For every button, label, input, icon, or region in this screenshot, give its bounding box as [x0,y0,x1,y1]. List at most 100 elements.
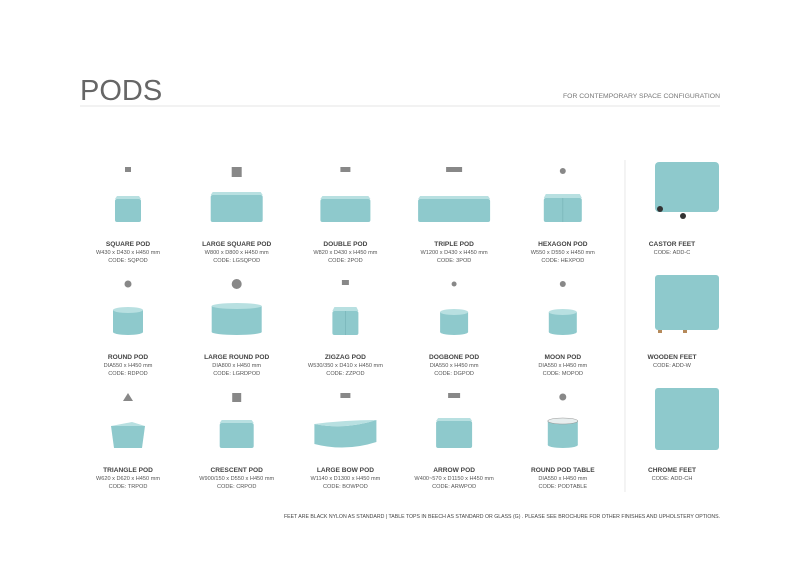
pod-top [211,303,262,309]
product-code: CODE: 2POD [328,258,363,264]
wooden-foot [658,330,662,333]
castor-wheel [657,206,663,212]
product: ZIGZAG POD W530/350 x D410 x H450 mm CODE:… [308,280,383,377]
pod-body [548,312,577,332]
product-dims: W400~570 x D1150 x H450 mm [414,476,494,482]
wooden-foot [683,330,687,333]
plan-icon [340,393,351,398]
product-dims: W620 x D620 x H450 mm [96,476,160,482]
product-code: CODE: MOPOD [543,371,583,377]
feet-name: CHROME FEET [648,467,696,474]
product-code: CODE: LGSQPOD [213,258,260,264]
feet-name: CASTOR FEET [649,241,695,248]
product-dims: W1200 x D430 x H450 mm [421,250,488,256]
pod-body [111,426,145,448]
product: LARGE SQUARE POD W800 x D800 x H450 mm COD… [202,167,272,264]
pod-body [314,420,377,448]
pod-top [548,309,577,315]
product: CRESCENT POD W900/150 x D550 x H450 mm COD… [199,393,275,490]
pod-body [113,310,143,332]
pod-body [320,199,371,222]
pod-top [320,196,371,199]
feet-images [655,162,719,450]
product-name: LARGE SQUARE POD [202,241,271,248]
pod-top [115,196,141,199]
pod-body [440,312,469,332]
product-name: HEXAGON POD [538,241,588,248]
pod-base [113,329,143,335]
feet-code: CODE: ADD-W [653,363,692,369]
product-dims: W900/150 x D550 x H450 mm [199,476,274,482]
product-name: DOGBONE POD [429,354,479,361]
plan-icon [341,280,349,285]
product: ROUND POD DIA550 x H450 mm CODE: RDPOD [104,280,153,377]
product-name: DOUBLE POD [323,241,367,248]
pod-base [547,442,578,448]
product-dims: W550 x D550 x H450 mm [531,250,595,256]
product-code: CODE: SQPOD [108,258,147,264]
plan-icon [448,393,461,398]
product-name: ARROW POD [433,467,475,474]
plan-icon [232,393,242,402]
plan-icon [123,393,133,401]
pod-body [219,423,254,448]
product-name: SQUARE POD [106,241,151,248]
pod-top [543,194,582,198]
product: DOGBONE POD DIA550 x H450 mm CODE: DGPOD [429,281,479,377]
product-code: CODE: ZZPOD [326,371,364,377]
pod-base [548,329,577,335]
product-dims: DIA550 x H450 mm [538,363,587,369]
product-name: TRIPLE POD [434,241,474,248]
pod-top [111,422,145,426]
pod-top [547,417,579,425]
plan-icon [446,167,463,172]
product-code: CODE: LGRDPOD [213,371,260,377]
pod-base [440,329,469,335]
pod-base [211,329,262,335]
plan-icon [340,167,351,172]
plan-icon [125,167,131,172]
product: TRIANGLE POD W620 x D620 x H450 mm CODE: T… [96,393,160,490]
pod-body [211,306,262,332]
product: TRIPLE POD W1200 x D430 x H450 mm CODE: 3P… [418,167,491,264]
plan-icon [231,167,242,177]
pod-body [547,421,578,445]
product-name: TRIANGLE POD [103,467,153,474]
footer-note: FEET ARE BLACK NYLON AS STANDARD | TABLE… [284,514,720,520]
product-dims: W430 x D430 x H450 mm [96,250,160,256]
pod-body [115,199,141,222]
feet-code: CODE: ADD-CH [652,476,693,482]
pod-body [210,195,263,222]
product: DOUBLE POD W820 x D430 x H450 mm CODE: 2PO… [313,167,378,264]
pod-body [436,421,473,448]
product: MOON POD DIA550 x H450 mm CODE: MOPOD [538,281,588,377]
plan-icon [231,279,242,289]
product-dims: DIA800 x H450 mm [212,363,261,369]
pod-top [219,420,254,423]
product-name: LARGE BOW POD [317,467,374,474]
castor-image [655,162,719,212]
product-name: MOON POD [544,354,581,361]
product-code: CODE: RDPOD [108,371,147,377]
product-dims: W1140 x D1300 x H450 mm [310,476,380,482]
product: SQUARE POD W430 x D430 x H450 mm CODE: SQP… [96,167,160,264]
product-name: ZIGZAG POD [325,354,366,361]
page-subtitle: FOR CONTEMPORARY SPACE CONFIGURATION [563,93,720,100]
page-title: PODS [80,75,162,107]
pod-top [314,420,377,427]
product: LARGE BOW POD W1140 x D1300 x H450 mm CODE… [310,393,381,490]
product-code: CODE: BOWPOD [323,484,368,490]
product-dims: DIA550 x H450 mm [538,476,587,482]
product-code: CODE: CRPOD [217,484,256,490]
product-code: CODE: TRPOD [109,484,148,490]
plan-icon [451,281,457,287]
chrome-image [655,388,719,450]
product-dims: DIA550 x H450 mm [430,363,479,369]
product-code: CODE: HEXPOD [541,258,584,264]
product-name: CRESCENT POD [211,467,264,474]
product-name: ROUND POD TABLE [531,467,595,474]
pod-body [418,199,491,222]
product-name: LARGE ROUND POD [204,354,269,361]
plan-icon [124,280,132,288]
plan-icon [559,281,566,287]
